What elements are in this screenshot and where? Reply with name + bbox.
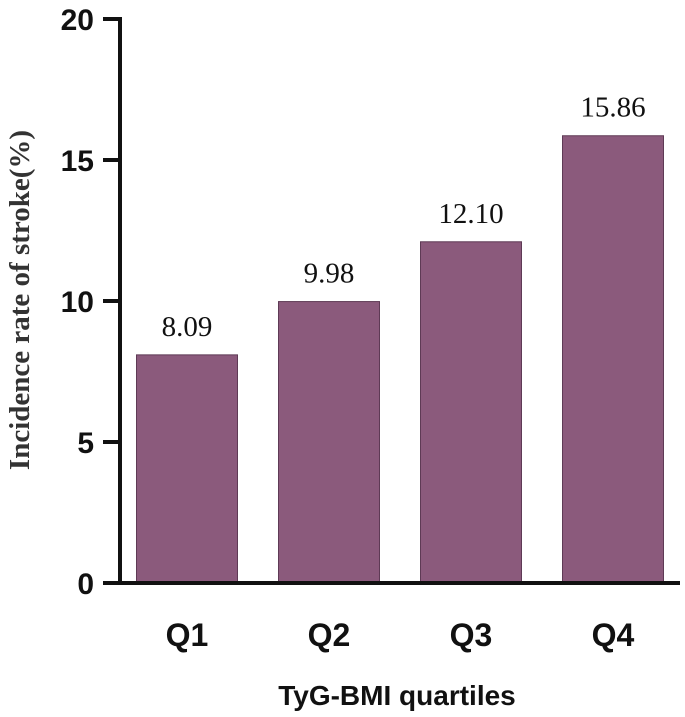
y-ticks-layer: 0 5 10 15 20 <box>61 4 120 601</box>
y-tick-label: 5 <box>77 427 94 460</box>
data-label-q2: 9.98 <box>304 258 355 290</box>
labels-layer: 8.09 Q1 9.98 Q2 12.10 Q3 15.86 Q4 <box>162 92 646 653</box>
bar-q4 <box>562 135 664 584</box>
bars-layer <box>136 135 664 584</box>
x-tick-label-q4: Q4 <box>592 617 635 653</box>
x-tick-label-q1: Q1 <box>166 617 209 653</box>
y-tick-label: 10 <box>61 286 94 319</box>
y-tick-label: 20 <box>61 4 94 37</box>
x-tick-label-q2: Q2 <box>308 617 351 653</box>
y-tick-label: 0 <box>77 568 94 601</box>
x-tick-label-q3: Q3 <box>450 617 493 653</box>
data-label-q4: 15.86 <box>580 92 645 124</box>
bar-q3 <box>420 241 522 584</box>
data-label-q1: 8.09 <box>162 311 213 343</box>
bar-q1 <box>136 354 238 584</box>
bar-q2 <box>278 301 380 584</box>
y-tick-label: 15 <box>61 145 94 178</box>
data-label-q3: 12.10 <box>438 198 503 230</box>
y-axis-label: Incidence rate of stroke(%) <box>4 130 36 470</box>
x-axis-label: TyG-BMI quartiles <box>278 680 516 711</box>
